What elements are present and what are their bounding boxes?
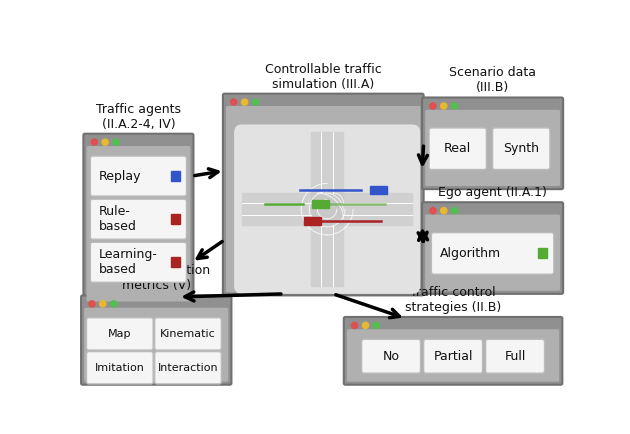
Bar	[311, 193, 343, 225]
FancyBboxPatch shape	[86, 352, 153, 384]
Text: Algorithm: Algorithm	[440, 247, 501, 260]
Bar	[311, 132, 343, 286]
Text: Traffic agents
(II.A.2-4, IV): Traffic agents (II.A.2-4, IV)	[96, 102, 181, 131]
Text: Imitation: Imitation	[95, 363, 145, 373]
Circle shape	[430, 207, 436, 214]
Bar	[171, 257, 180, 267]
Bar	[171, 171, 180, 181]
FancyBboxPatch shape	[155, 318, 221, 350]
FancyBboxPatch shape	[90, 242, 186, 282]
Circle shape	[110, 301, 117, 307]
Circle shape	[440, 207, 447, 214]
FancyBboxPatch shape	[223, 94, 423, 296]
FancyBboxPatch shape	[425, 214, 560, 291]
Circle shape	[373, 322, 379, 329]
Text: Real: Real	[444, 142, 471, 155]
FancyBboxPatch shape	[226, 106, 421, 293]
Circle shape	[102, 139, 108, 145]
Bar	[312, 200, 329, 207]
Bar	[304, 217, 321, 224]
FancyBboxPatch shape	[486, 339, 544, 373]
Circle shape	[430, 103, 436, 109]
Circle shape	[241, 99, 248, 105]
Bar	[538, 248, 547, 258]
Text: Learning-
based: Learning- based	[99, 248, 158, 276]
FancyBboxPatch shape	[90, 156, 186, 196]
Text: Synth: Synth	[503, 142, 539, 155]
Circle shape	[352, 322, 358, 329]
Circle shape	[440, 103, 447, 109]
FancyBboxPatch shape	[81, 296, 231, 385]
Circle shape	[113, 139, 119, 145]
Text: Partial: Partial	[433, 350, 473, 363]
FancyBboxPatch shape	[234, 125, 420, 294]
FancyBboxPatch shape	[423, 339, 483, 373]
Text: Replay: Replay	[99, 170, 141, 183]
FancyBboxPatch shape	[425, 110, 560, 186]
Circle shape	[362, 322, 369, 329]
Circle shape	[452, 103, 458, 109]
Text: Traffic control
strategies (II.B): Traffic control strategies (II.B)	[405, 286, 501, 314]
Circle shape	[231, 99, 237, 105]
FancyBboxPatch shape	[90, 199, 186, 239]
FancyBboxPatch shape	[155, 352, 221, 384]
FancyBboxPatch shape	[83, 134, 193, 305]
FancyBboxPatch shape	[493, 128, 550, 170]
Text: Ego agent (II.A.1): Ego agent (II.A.1)	[438, 186, 547, 199]
FancyBboxPatch shape	[432, 233, 554, 274]
FancyBboxPatch shape	[344, 317, 563, 385]
Text: Rule-
based: Rule- based	[99, 205, 137, 233]
Text: Traffic evaluation
metrics (V): Traffic evaluation metrics (V)	[102, 264, 210, 293]
Circle shape	[100, 301, 106, 307]
Text: Map: Map	[108, 329, 132, 339]
FancyBboxPatch shape	[429, 128, 486, 170]
Bar	[171, 214, 180, 224]
Circle shape	[452, 207, 458, 214]
Bar	[242, 193, 413, 225]
FancyBboxPatch shape	[362, 339, 421, 373]
Text: Controllable traffic
simulation (III.A): Controllable traffic simulation (III.A)	[265, 62, 382, 91]
Text: No: No	[382, 350, 399, 363]
Text: Full: Full	[505, 350, 526, 363]
Text: Kinematic: Kinematic	[160, 329, 216, 339]
FancyBboxPatch shape	[86, 146, 190, 302]
Text: Interaction: Interaction	[158, 363, 219, 373]
FancyBboxPatch shape	[422, 98, 563, 189]
FancyBboxPatch shape	[422, 202, 563, 294]
Circle shape	[89, 301, 95, 307]
Circle shape	[253, 99, 258, 105]
FancyBboxPatch shape	[84, 308, 228, 381]
Text: Scenario data
(III.B): Scenario data (III.B)	[449, 66, 536, 95]
Circle shape	[91, 139, 98, 145]
Bar	[370, 186, 387, 194]
FancyBboxPatch shape	[86, 318, 153, 350]
FancyBboxPatch shape	[347, 329, 559, 381]
